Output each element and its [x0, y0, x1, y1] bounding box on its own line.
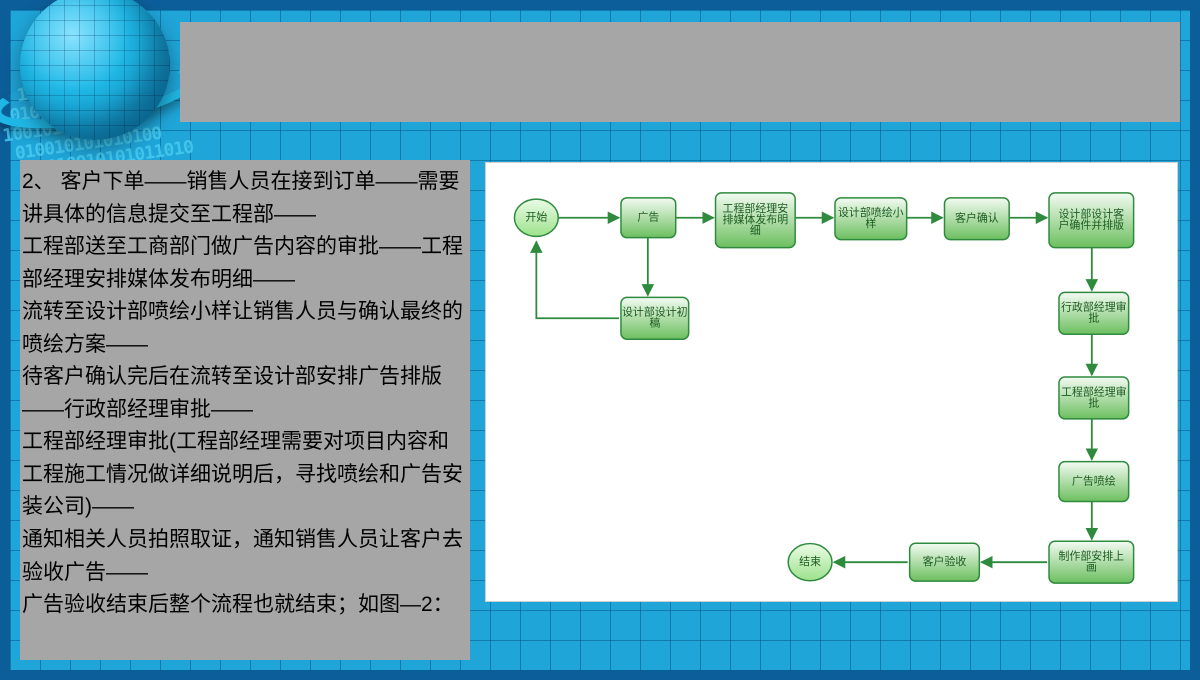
svg-text:画: 画 [1086, 562, 1097, 574]
svg-text:广告: 广告 [637, 211, 659, 224]
svg-text:行政部经理审: 行政部经理审 [1061, 300, 1127, 314]
flow-node-install: 制作部安排上画 [1049, 541, 1134, 583]
flow-node-accept: 客户验收 [910, 543, 980, 581]
svg-text:客户确认: 客户确认 [955, 211, 999, 225]
flow-node-draft: 设计部设计初稿 [621, 297, 689, 339]
flow-node-design1: 设计部喷绘小样 [835, 198, 907, 240]
flow-node-end: 结束 [788, 544, 832, 581]
svg-text:工程部经理安: 工程部经理安 [723, 201, 789, 215]
flow-node-ad: 广告 [621, 198, 676, 238]
flow-node-media: 工程部经理安排媒体发布明细 [716, 193, 796, 248]
svg-text:客户验收: 客户验收 [923, 554, 967, 568]
flow-node-admin: 行政部经理审批 [1059, 292, 1129, 334]
svg-text:户确件并排版: 户确件并排版 [1059, 218, 1125, 232]
flow-node-confirm: 客户确认 [944, 198, 1009, 240]
title-bar [180, 22, 1180, 122]
flow-node-start: 开始 [514, 199, 558, 236]
svg-text:稿: 稿 [649, 316, 660, 330]
svg-text:细: 细 [750, 224, 761, 237]
svg-text:开始: 开始 [525, 210, 547, 224]
svg-text:设计部喷绘小: 设计部喷绘小 [838, 205, 904, 219]
svg-text:制作部安排上: 制作部安排上 [1059, 549, 1125, 563]
svg-text:结束: 结束 [799, 555, 821, 568]
flow-edge-draft-start [536, 242, 619, 319]
svg-text:工程部经理审: 工程部经理审 [1061, 384, 1127, 398]
svg-text:广告喷绘: 广告喷绘 [1072, 473, 1116, 487]
svg-text:批: 批 [1088, 311, 1099, 325]
svg-text:样: 样 [865, 216, 876, 230]
flow-node-print: 广告喷绘 [1059, 462, 1129, 502]
flowchart-panel: 开始广告工程部经理安排媒体发布明细设计部喷绘小样客户确认设计部设计客户确件并排版… [485, 162, 1178, 602]
body-text: 2、 客户下单——销售人员在接到订单——需要讲具体的信息提交至工程部—— 工程部… [20, 160, 470, 660]
svg-text:排媒体发布明: 排媒体发布明 [723, 212, 789, 226]
svg-text:批: 批 [1088, 395, 1099, 409]
svg-text:设计部设计客: 设计部设计客 [1059, 207, 1125, 221]
svg-text:设计部设计初: 设计部设计初 [622, 305, 688, 319]
flowchart-svg: 开始广告工程部经理安排媒体发布明细设计部喷绘小样客户确认设计部设计客户确件并排版… [486, 163, 1177, 601]
flow-node-eng: 工程部经理审批 [1059, 377, 1129, 419]
flow-node-design2: 设计部设计客户确件并排版 [1049, 193, 1134, 248]
